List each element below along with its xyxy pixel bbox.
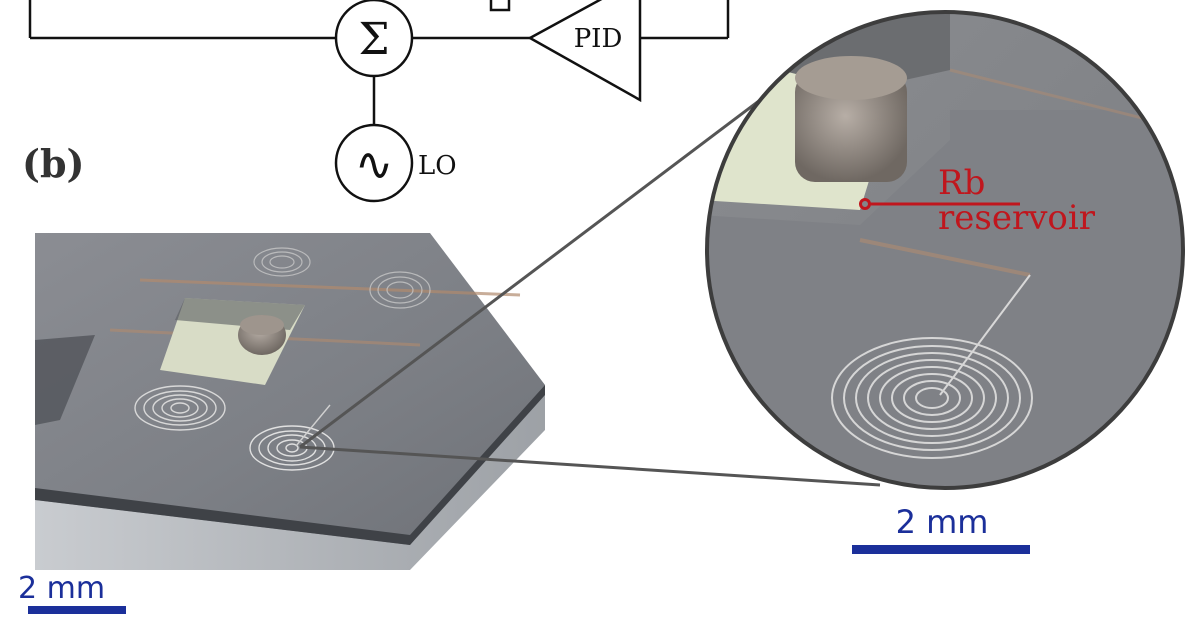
zoom-pellet-body <box>795 72 907 182</box>
inset-scale-bar <box>852 545 1030 554</box>
local-oscillator <box>334 123 414 203</box>
rb-pellet-top <box>240 315 284 335</box>
zoom-connector-lower <box>299 445 881 487</box>
upper-spiral-left <box>253 247 311 277</box>
zoom-inset: Rb reservoir 2 mm <box>705 10 1185 554</box>
summing-symbol: Σ <box>358 14 389 65</box>
chip-photo: 2 mm <box>18 233 545 614</box>
zoom-spiral-heater <box>831 337 1033 459</box>
gain-control-box <box>489 0 511 12</box>
zoom-pellet-top <box>795 56 907 100</box>
chip-top-surface <box>35 233 545 545</box>
chip-left-dark-edge <box>35 335 95 425</box>
lower-spiral-left <box>134 385 226 431</box>
heater-lead <box>295 404 331 447</box>
zoom-inset-border <box>705 10 1185 490</box>
sine-wave-icon: ∿ <box>355 137 394 191</box>
annotation-label-reservoir: reservoir <box>938 198 1096 238</box>
lo-label: LO <box>418 151 457 181</box>
panel-label: (b) <box>22 141 85 186</box>
zoom-chip-surface <box>707 110 1183 488</box>
photo-scale-bar <box>28 606 126 614</box>
zoom-connector-upper <box>299 83 781 449</box>
zoom-heater-lead <box>939 274 1031 396</box>
block-diagram <box>28 0 730 203</box>
pid-label: PID <box>574 24 623 54</box>
upper-spiral-right <box>369 271 431 309</box>
inset-scale-bar-label: 2 mm <box>896 503 989 541</box>
zoom-channel <box>859 238 1031 277</box>
chip-channel-upper <box>139 278 521 297</box>
photo-scale-bar-label: 2 mm <box>18 571 105 606</box>
chip-front-stripe <box>35 385 545 545</box>
annotation-label-rb: Rb <box>938 163 985 203</box>
